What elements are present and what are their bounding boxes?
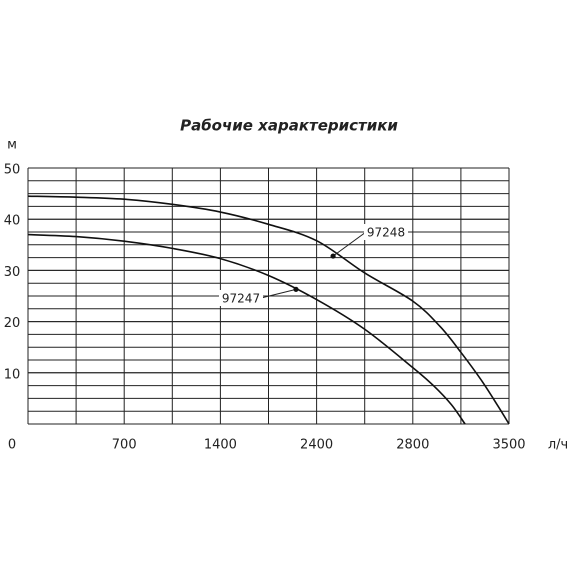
leader-line: [332, 231, 367, 257]
curve: [27, 195, 510, 425]
y-tick-label: 10: [4, 367, 21, 382]
series-label: 97247: [222, 292, 260, 306]
label-bg: [364, 224, 408, 240]
x-unit: л/ч: [548, 438, 568, 453]
x-tick-label: 2400: [300, 438, 333, 453]
x-tick-label: 1400: [204, 438, 237, 453]
point: [293, 286, 299, 292]
y-tick-label: 30: [4, 265, 21, 280]
chart-title: Рабочие характеристики: [180, 117, 398, 135]
point: [330, 253, 336, 259]
label-bg: [219, 290, 263, 306]
y-unit: м: [7, 138, 17, 153]
y-tick-label: 20: [4, 316, 21, 331]
curve: [27, 233, 466, 425]
series-label: 97248: [367, 226, 405, 240]
leader-line: [260, 288, 297, 299]
x-tick-label: 700: [112, 438, 137, 453]
x-tick-label: 0: [8, 438, 16, 453]
y-tick-label: 50: [4, 163, 21, 178]
x-tick-label: 3500: [492, 438, 525, 453]
x-tick-label: 2800: [396, 438, 429, 453]
y-tick-label: 40: [4, 214, 21, 229]
